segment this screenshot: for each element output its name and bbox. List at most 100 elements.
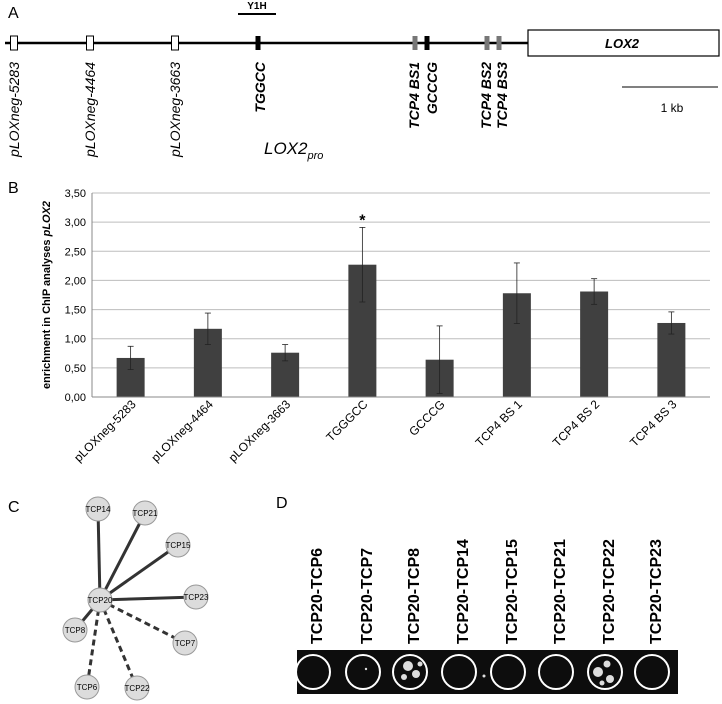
network-edges — [73, 508, 197, 689]
site-label: GCCCG — [424, 62, 440, 114]
edge — [99, 595, 197, 602]
network-node — [183, 584, 209, 610]
node-label: TCP15 — [166, 541, 191, 550]
site-mark — [255, 36, 261, 50]
x-tick-label: GCCCG — [406, 397, 447, 438]
colony — [593, 667, 603, 677]
colony — [606, 675, 614, 683]
column-label: TCP20-TCP8 — [406, 548, 423, 644]
edge — [85, 599, 102, 688]
x-tick-label: TCP4 BS 1 — [473, 397, 526, 450]
annotation: * — [359, 212, 366, 229]
x-tick-label: TCP4 BS 3 — [627, 397, 680, 450]
y-tick-label: 0,50 — [65, 363, 86, 375]
site-label: TCP4 BS2 — [478, 62, 494, 129]
y-tick-label: 2,00 — [65, 275, 86, 287]
y-tick-label: 1,00 — [65, 334, 86, 346]
edge — [96, 508, 102, 601]
network-node — [85, 496, 111, 522]
panel-label: A — [8, 5, 19, 22]
y-tick-label: 3,50 — [65, 188, 86, 200]
network-node — [87, 587, 113, 613]
column-label: TCP20-TCP15 — [504, 539, 521, 644]
network-node — [124, 675, 150, 701]
promoter-label: LOX2pro — [264, 139, 323, 162]
node-label: TCP7 — [175, 639, 196, 648]
promoter-name: LOX2 — [264, 139, 308, 158]
column-label: TCP20-TCP6 — [309, 548, 326, 644]
site-label: pLOXneg-4464 — [82, 62, 98, 158]
spot-ring — [634, 654, 670, 690]
gene-label: LOX2 — [605, 36, 640, 51]
edge — [98, 512, 147, 601]
site-label: TCP4 BS1 — [406, 62, 422, 129]
colony — [401, 674, 407, 680]
colony — [412, 670, 420, 678]
colony — [599, 680, 605, 686]
spot-ring — [392, 654, 428, 690]
node-label: TCP20 — [88, 596, 113, 605]
edge — [98, 599, 139, 689]
node-label: TCP14 — [86, 505, 111, 514]
column-label: TCP20-TCP21 — [552, 539, 569, 644]
y-axis-title: enrichment in ChIP analyses pLOX2 — [41, 201, 53, 389]
spot-ring — [490, 654, 526, 690]
node-label: TCP22 — [125, 684, 150, 693]
panel-label: C — [8, 499, 20, 516]
column-label: TCP20-TCP22 — [601, 539, 618, 644]
node-label: TCP21 — [133, 509, 158, 518]
y-axis-title-gene: pLOX2 — [41, 201, 53, 237]
y-tick-label: 3,00 — [65, 217, 86, 229]
site-box — [10, 35, 18, 51]
network-node — [172, 630, 198, 656]
gene-box — [527, 29, 720, 57]
column-label: TCP20-TCP7 — [359, 548, 376, 644]
column-label: TCP20-TCP23 — [648, 539, 665, 644]
x-tick-label: TGGGCC — [323, 397, 370, 444]
site-mark — [496, 36, 502, 50]
site-label: TCP4 BS3 — [494, 62, 510, 129]
site-label: pLOXneg-5283 — [6, 62, 22, 158]
promoter-sub: pro — [306, 150, 323, 162]
site-box — [86, 35, 94, 51]
node-label: TCP6 — [77, 683, 98, 692]
site-label: pLOXneg-3663 — [167, 62, 183, 158]
spot-ring — [441, 654, 477, 690]
spot-ring — [345, 654, 381, 690]
x-tick-label: TCP4 BS 2 — [550, 397, 603, 450]
site-box — [171, 35, 179, 51]
colony — [482, 674, 486, 678]
x-tick-label: pLOXneg-5283 — [71, 397, 139, 465]
site-mark — [424, 36, 430, 50]
network-node — [62, 617, 88, 643]
bar — [580, 291, 609, 397]
edge — [99, 598, 186, 645]
colony — [364, 667, 368, 671]
x-tick-label: pLOXneg-3663 — [226, 397, 294, 465]
marker-label: Y1H — [247, 1, 266, 12]
y-tick-label: 1,50 — [65, 305, 86, 317]
colony — [417, 661, 423, 667]
node-label: TCP23 — [184, 593, 209, 602]
colonies — [364, 660, 614, 686]
node-label: TCP8 — [65, 626, 86, 635]
x-tick-label: pLOXneg-4464 — [149, 397, 217, 465]
edge — [99, 543, 179, 602]
y-tick-label: 2,50 — [65, 246, 86, 258]
y-tick-label: 0,00 — [65, 392, 86, 404]
site-mark — [484, 36, 490, 50]
column-label: TCP20-TCP14 — [455, 539, 472, 644]
spot-ring — [587, 654, 623, 690]
panel-label: B — [8, 180, 19, 197]
spot-ring — [538, 654, 574, 690]
site-mark — [412, 36, 418, 50]
network-node — [74, 674, 100, 700]
spot-ring — [295, 654, 331, 690]
site-label: TGGCC — [252, 61, 268, 112]
scale-label: 1 kb — [661, 101, 684, 115]
colony — [403, 661, 413, 671]
network-node — [132, 500, 158, 526]
colony — [603, 660, 611, 668]
panel-label: D — [276, 495, 288, 512]
